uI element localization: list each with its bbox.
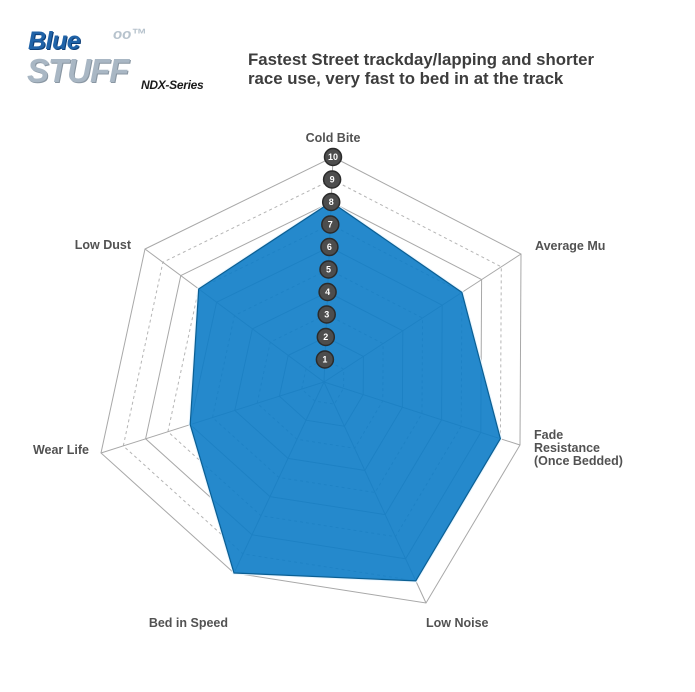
svg-text:3: 3: [324, 310, 329, 320]
svg-text:10: 10: [328, 152, 338, 162]
svg-text:Bed in Speed: Bed in Speed: [149, 616, 228, 630]
svg-text:9: 9: [330, 175, 335, 185]
svg-text:6: 6: [327, 242, 332, 252]
svg-text:Low Noise: Low Noise: [426, 616, 489, 630]
svg-text:8: 8: [329, 197, 334, 207]
svg-text:Low Dust: Low Dust: [75, 238, 132, 252]
svg-text:7: 7: [328, 220, 333, 230]
svg-text:5: 5: [326, 265, 331, 275]
svg-text:Cold Bite: Cold Bite: [306, 131, 361, 145]
svg-text:2: 2: [323, 332, 328, 342]
svg-text:Wear Life: Wear Life: [33, 443, 89, 457]
svg-text:4: 4: [325, 287, 330, 297]
svg-text:Average Mu: Average Mu: [535, 239, 605, 253]
svg-text:1: 1: [322, 355, 327, 365]
